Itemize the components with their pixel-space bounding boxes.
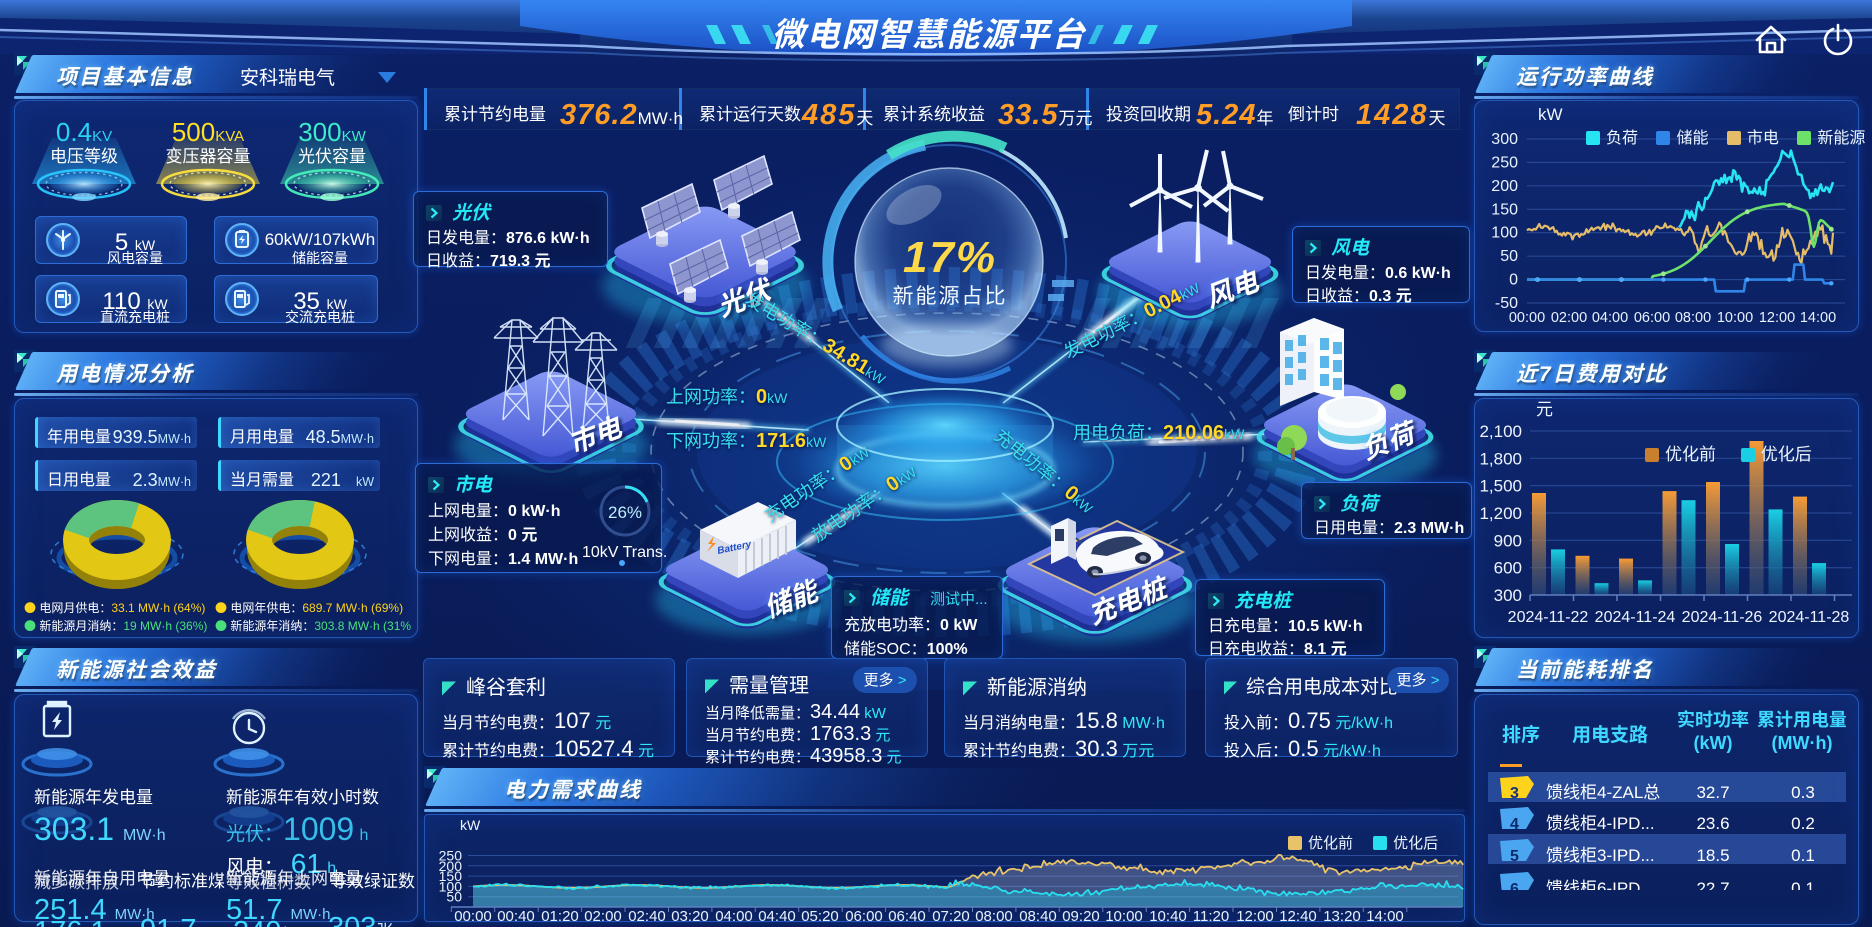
svg-text:00:40: 00:40 bbox=[497, 905, 535, 926]
svg-text:06:00: 06:00 bbox=[845, 905, 883, 926]
svg-text:12:00: 12:00 bbox=[1759, 306, 1795, 327]
svg-text:04:00: 04:00 bbox=[1592, 306, 1628, 327]
svg-text:06:00: 06:00 bbox=[1634, 306, 1670, 327]
svg-text:07:20: 07:20 bbox=[932, 905, 970, 926]
svg-text:2024-11-24: 2024-11-24 bbox=[1595, 603, 1676, 627]
svg-text:08:00: 08:00 bbox=[1675, 306, 1711, 327]
svg-text:1,500: 1,500 bbox=[1479, 472, 1522, 497]
svg-text:kW: kW bbox=[1538, 100, 1563, 125]
svg-text:微电网智慧能源平台: 微电网智慧能源平台 bbox=[772, 8, 1087, 56]
svg-text:00:00: 00:00 bbox=[1509, 306, 1545, 327]
svg-text:2024-11-22: 2024-11-22 bbox=[1508, 603, 1589, 627]
svg-text:300: 300 bbox=[1491, 125, 1518, 149]
svg-text:12:00: 12:00 bbox=[1236, 905, 1274, 926]
svg-text:100: 100 bbox=[1491, 219, 1518, 243]
svg-text:02:00: 02:00 bbox=[584, 905, 622, 926]
svg-text:13:20: 13:20 bbox=[1323, 905, 1361, 926]
svg-text:新能源占比: 新能源占比 bbox=[893, 280, 1008, 310]
svg-text:50: 50 bbox=[446, 887, 462, 907]
svg-text:01:20: 01:20 bbox=[541, 905, 579, 926]
svg-text:600: 600 bbox=[1494, 554, 1522, 579]
svg-text:04:00: 04:00 bbox=[715, 905, 753, 926]
svg-text:150: 150 bbox=[1491, 195, 1518, 219]
svg-text:06:40: 06:40 bbox=[888, 905, 926, 926]
svg-text:900: 900 bbox=[1494, 526, 1522, 551]
svg-text:250: 250 bbox=[439, 846, 463, 866]
svg-text:02:40: 02:40 bbox=[628, 905, 666, 926]
svg-text:2024-11-26: 2024-11-26 bbox=[1682, 603, 1763, 627]
svg-text:03:20: 03:20 bbox=[671, 905, 709, 926]
svg-text:00:00: 00:00 bbox=[454, 905, 492, 926]
svg-text:200: 200 bbox=[439, 856, 463, 876]
svg-text:08:00: 08:00 bbox=[975, 905, 1013, 926]
svg-text:17%: 17% bbox=[903, 221, 997, 285]
svg-text:09:20: 09:20 bbox=[1062, 905, 1100, 926]
svg-text:元: 元 bbox=[1536, 395, 1553, 420]
svg-text:2,100: 2,100 bbox=[1479, 417, 1522, 442]
svg-text:1,800: 1,800 bbox=[1479, 444, 1522, 469]
svg-text:12:40: 12:40 bbox=[1279, 905, 1317, 926]
svg-text:0: 0 bbox=[1509, 266, 1518, 290]
svg-text:26%: 26% bbox=[608, 498, 642, 523]
svg-text:Battery: Battery bbox=[716, 535, 753, 557]
svg-text:-50: -50 bbox=[1495, 289, 1518, 313]
svg-text:10:00: 10:00 bbox=[1717, 306, 1753, 327]
svg-text:05:20: 05:20 bbox=[801, 905, 839, 926]
svg-text:10:40: 10:40 bbox=[1149, 905, 1187, 926]
svg-text:08:40: 08:40 bbox=[1019, 905, 1057, 926]
svg-text:04:40: 04:40 bbox=[758, 905, 796, 926]
svg-text:150: 150 bbox=[439, 866, 463, 886]
svg-text:14:00: 14:00 bbox=[1800, 306, 1836, 327]
svg-text:50: 50 bbox=[1500, 242, 1518, 266]
svg-text:02:00: 02:00 bbox=[1551, 306, 1587, 327]
svg-text:2024-11-28: 2024-11-28 bbox=[1769, 603, 1850, 627]
svg-text:14:00: 14:00 bbox=[1366, 905, 1404, 926]
svg-text:10:00: 10:00 bbox=[1105, 905, 1143, 926]
svg-text:300: 300 bbox=[1494, 581, 1522, 606]
svg-text:100: 100 bbox=[439, 876, 463, 896]
svg-text:kW: kW bbox=[460, 815, 481, 835]
svg-text:250: 250 bbox=[1491, 148, 1518, 172]
svg-text:11:20: 11:20 bbox=[1193, 905, 1229, 926]
svg-text:200: 200 bbox=[1491, 172, 1518, 196]
svg-text:1,200: 1,200 bbox=[1479, 499, 1522, 524]
